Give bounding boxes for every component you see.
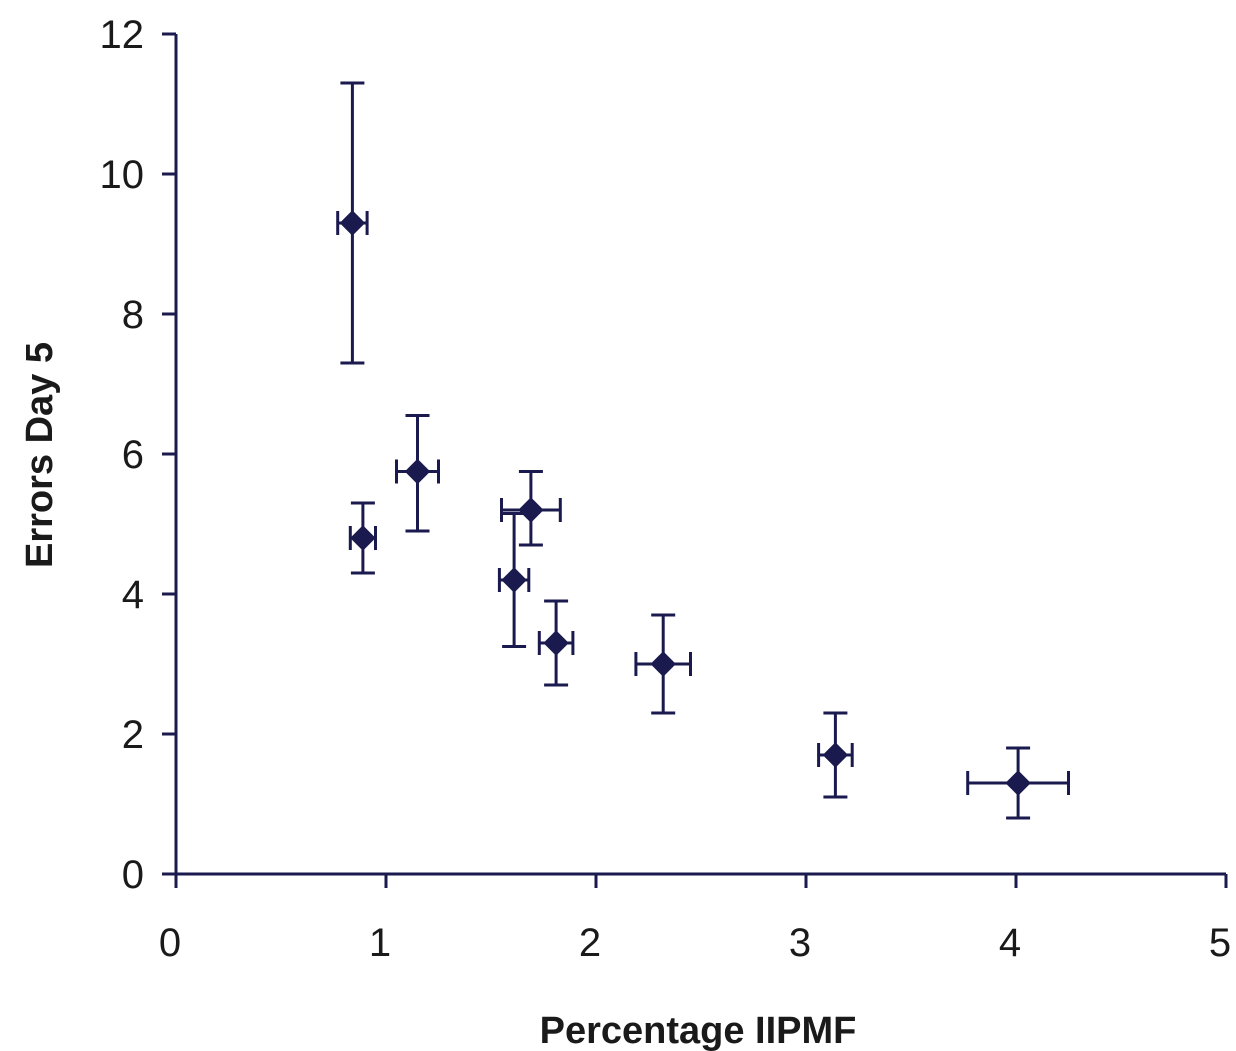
data-point-8 [822, 742, 849, 768]
y-tick-label-12: 12 [100, 13, 145, 57]
y-tick-label-10: 10 [100, 153, 145, 197]
x-tick-label-2: 2 [579, 921, 601, 965]
data-point-3 [404, 458, 431, 485]
x-tick-label-0: 0 [159, 921, 181, 965]
data-point-9 [1005, 770, 1031, 796]
error-bars [336, 81, 1070, 820]
data-point-1 [339, 210, 366, 236]
x-tick-label-5: 5 [1209, 921, 1231, 965]
axes [174, 34, 1226, 876]
y-axis-title-group: Errors Day 5 [19, 342, 61, 568]
data-point-4 [518, 497, 544, 523]
y-tick-label-6: 6 [122, 433, 144, 477]
y-tick-label-4: 4 [122, 573, 144, 617]
y-tick-label-0: 0 [122, 853, 144, 897]
data-point-5 [501, 567, 527, 593]
data-point-2 [350, 525, 376, 551]
x-tick-label-4: 4 [999, 921, 1021, 965]
y-axis-title: Errors Day 5 [19, 342, 61, 568]
y-tick-label-2: 2 [122, 713, 144, 757]
tick-marks [162, 32, 1228, 888]
x-tick-label-1: 1 [369, 921, 391, 965]
data-point-6 [543, 630, 569, 656]
data-points [339, 210, 1031, 796]
y-tick-label-8: 8 [122, 293, 144, 337]
data-point-7 [650, 651, 676, 677]
x-tick-label-3: 3 [789, 921, 811, 965]
x-axis-title: Percentage IIPMF [540, 1010, 857, 1051]
